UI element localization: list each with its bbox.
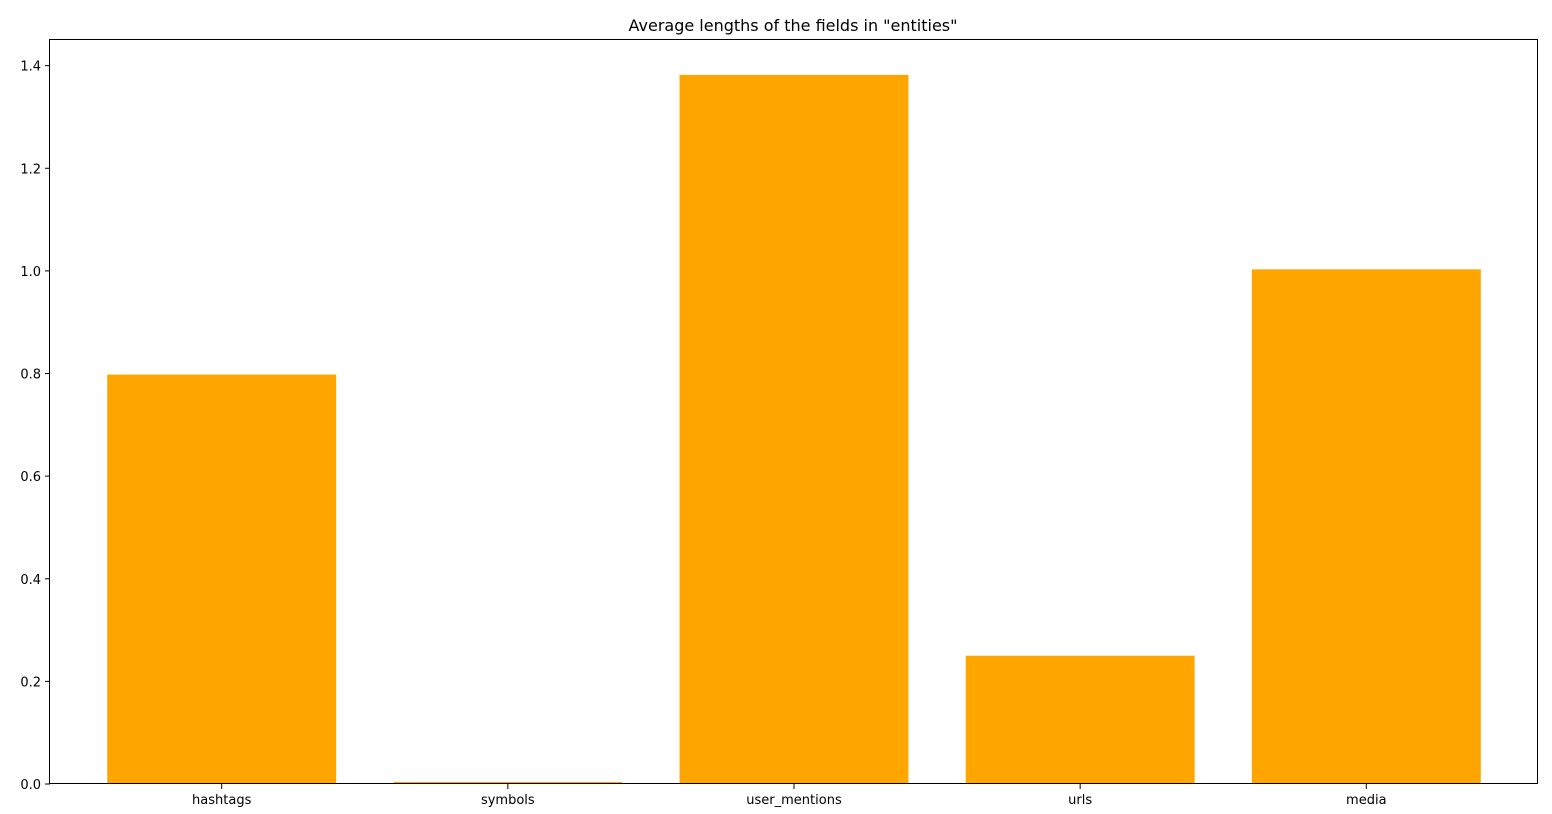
bar-hashtags (107, 374, 337, 784)
bar-user-mentions (679, 74, 909, 784)
x-tick-label: user_mentions (746, 793, 842, 808)
bar-media (1251, 269, 1481, 784)
y-tick-label: 0.0 (20, 778, 41, 793)
y-tick-label: 1.0 (20, 265, 41, 280)
y-tick-label: 1.4 (20, 60, 41, 75)
bars-layer (107, 74, 1481, 784)
y-tick-label: 0.2 (20, 675, 41, 690)
x-tick-label: media (1346, 793, 1387, 808)
y-tick-label: 1.2 (20, 162, 41, 177)
y-axis: 0.0 0.2 0.4 0.6 0.8 1.0 1.2 1.4 (20, 60, 50, 793)
y-tick-label: 0.6 (20, 470, 41, 485)
x-tick-label: urls (1068, 793, 1092, 808)
x-tick-label: hashtags (192, 793, 252, 808)
bar-urls (965, 655, 1195, 784)
y-tick-label: 0.4 (20, 573, 41, 588)
plot-frame (49, 39, 1538, 784)
y-tick-label: 0.8 (20, 368, 41, 383)
chart-title: Average lengths of the fields in "entiti… (629, 16, 958, 35)
x-axis: hashtags symbols user_mentions urls media (192, 784, 1387, 808)
x-tick-label: symbols (481, 793, 535, 808)
bar-symbols (393, 781, 623, 784)
